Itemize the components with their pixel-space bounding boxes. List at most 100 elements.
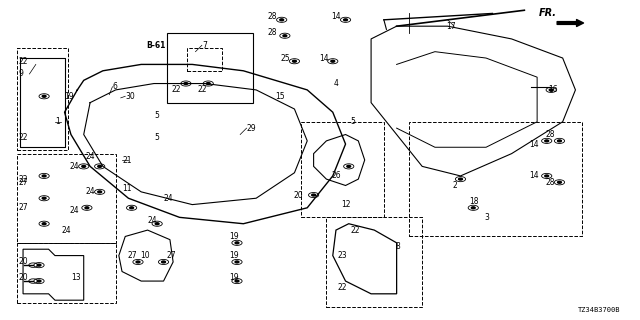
Text: 19: 19 — [229, 251, 239, 260]
Circle shape — [184, 83, 188, 84]
Text: 26: 26 — [332, 172, 341, 180]
Bar — [410, 122, 582, 236]
Circle shape — [283, 35, 287, 37]
Text: 24: 24 — [86, 152, 95, 161]
Text: 28: 28 — [268, 12, 277, 21]
Text: 14: 14 — [529, 140, 539, 148]
Circle shape — [459, 178, 463, 180]
Circle shape — [37, 280, 41, 282]
Text: 27: 27 — [19, 203, 28, 212]
Text: 30: 30 — [125, 92, 135, 101]
Text: 22: 22 — [172, 85, 181, 94]
Text: 25: 25 — [280, 53, 290, 62]
Text: 14: 14 — [332, 12, 341, 21]
Circle shape — [85, 207, 89, 209]
Text: 12: 12 — [341, 200, 351, 209]
Circle shape — [235, 280, 239, 282]
Text: 20: 20 — [293, 190, 303, 200]
Circle shape — [98, 191, 102, 193]
Text: B-61: B-61 — [147, 41, 166, 50]
Circle shape — [235, 242, 239, 244]
Circle shape — [42, 175, 46, 177]
Text: 23: 23 — [338, 251, 348, 260]
Text: 22: 22 — [338, 283, 348, 292]
Text: 22: 22 — [19, 133, 28, 142]
Text: 15: 15 — [275, 92, 285, 101]
Circle shape — [347, 165, 351, 167]
Bar — [17, 49, 68, 150]
Text: 21: 21 — [122, 156, 132, 164]
Circle shape — [280, 19, 284, 21]
Text: 8: 8 — [396, 242, 400, 251]
Bar — [167, 33, 253, 103]
Text: 6: 6 — [113, 82, 117, 91]
Text: 13: 13 — [71, 273, 81, 282]
Text: 22: 22 — [351, 226, 360, 235]
Text: 20: 20 — [19, 273, 28, 282]
Text: 24: 24 — [164, 194, 173, 203]
Circle shape — [312, 194, 316, 196]
Text: 10: 10 — [140, 251, 150, 260]
Circle shape — [549, 89, 553, 91]
Circle shape — [545, 175, 548, 177]
Circle shape — [557, 181, 561, 183]
Text: 18: 18 — [468, 197, 478, 206]
Circle shape — [292, 60, 296, 62]
Text: 22: 22 — [19, 175, 28, 184]
Text: 28: 28 — [545, 130, 555, 139]
Text: 9: 9 — [19, 69, 24, 78]
Text: 24: 24 — [148, 216, 157, 225]
Text: 24: 24 — [86, 188, 95, 196]
Circle shape — [130, 207, 134, 209]
Text: 27: 27 — [19, 178, 28, 187]
Text: 3: 3 — [484, 213, 490, 222]
Text: 2: 2 — [453, 181, 458, 190]
Circle shape — [206, 83, 210, 84]
Text: 22: 22 — [197, 85, 207, 94]
Circle shape — [136, 261, 140, 263]
Text: 27: 27 — [167, 251, 177, 260]
Text: 19: 19 — [65, 92, 74, 101]
Text: 19: 19 — [229, 273, 239, 282]
Text: 5: 5 — [154, 111, 159, 120]
Circle shape — [98, 165, 102, 167]
Circle shape — [557, 140, 561, 142]
Bar — [301, 122, 384, 217]
Circle shape — [82, 165, 86, 167]
Text: 7: 7 — [202, 41, 207, 50]
Circle shape — [156, 223, 159, 225]
Bar — [326, 217, 422, 307]
Circle shape — [471, 207, 475, 209]
Text: 28: 28 — [545, 178, 555, 187]
Text: 16: 16 — [548, 85, 558, 94]
Circle shape — [162, 261, 166, 263]
Text: 5: 5 — [154, 133, 159, 142]
Circle shape — [42, 223, 46, 225]
Bar — [17, 154, 116, 243]
Text: 17: 17 — [447, 22, 456, 31]
Text: 22: 22 — [19, 57, 28, 66]
Bar — [187, 49, 222, 71]
Text: 24: 24 — [70, 162, 79, 171]
Circle shape — [42, 197, 46, 199]
Text: 19: 19 — [229, 232, 239, 241]
Circle shape — [37, 264, 41, 266]
Text: 1: 1 — [55, 117, 60, 126]
Text: 14: 14 — [319, 53, 328, 62]
Text: 27: 27 — [127, 251, 137, 260]
Circle shape — [42, 95, 46, 97]
Text: 24: 24 — [70, 206, 79, 215]
Text: 29: 29 — [246, 124, 256, 132]
Text: 4: 4 — [334, 79, 339, 88]
Text: 28: 28 — [268, 28, 277, 37]
Text: 11: 11 — [122, 184, 132, 193]
Circle shape — [545, 140, 548, 142]
Text: 14: 14 — [529, 172, 539, 180]
Circle shape — [235, 261, 239, 263]
Text: 24: 24 — [61, 226, 71, 235]
Text: FR.: FR. — [538, 8, 556, 18]
Text: 20: 20 — [19, 258, 28, 267]
Circle shape — [331, 60, 335, 62]
Text: 5: 5 — [351, 117, 356, 126]
Bar — [17, 243, 116, 303]
